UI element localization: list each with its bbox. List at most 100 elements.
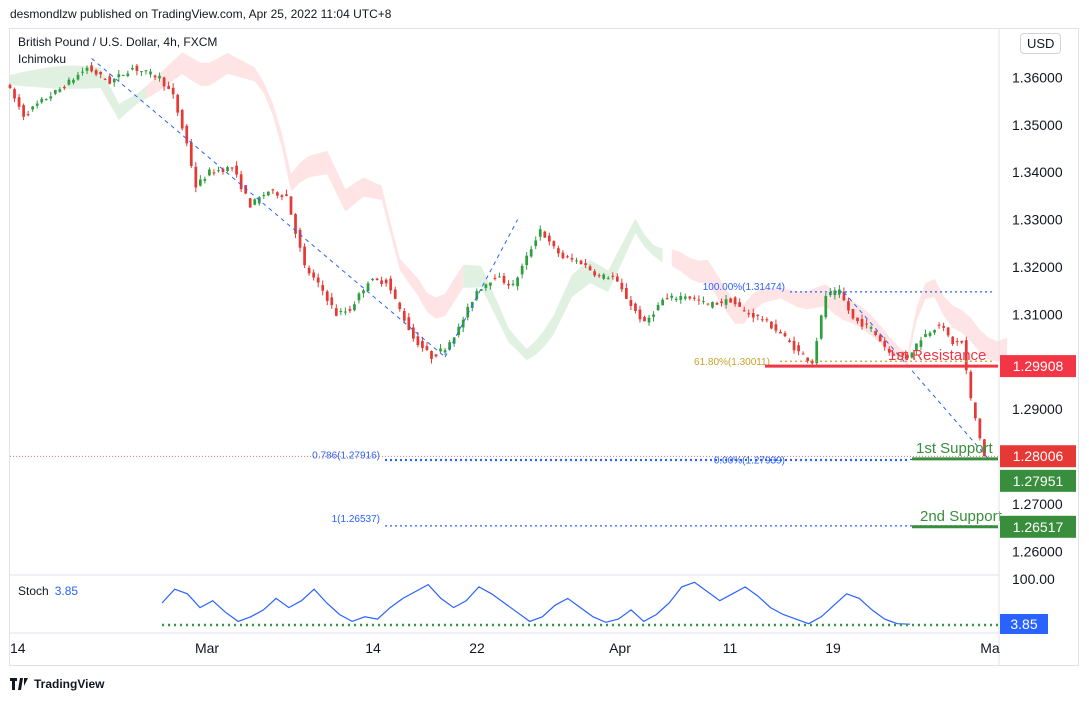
candle-body	[271, 189, 275, 191]
candle-body	[140, 71, 143, 73]
candle-body	[842, 291, 846, 301]
candle-body	[348, 309, 352, 311]
candle-body	[561, 252, 565, 259]
candle-body	[498, 276, 501, 278]
candle-body	[162, 77, 166, 87]
candle-body	[325, 291, 329, 301]
level-badge-2	[1000, 515, 1076, 538]
candle-body	[67, 79, 71, 85]
candle-body	[801, 353, 805, 355]
fib-label-0: 100.00%(1.31474)	[703, 282, 785, 293]
symbol-title: British Pound / U.S. Dollar, 4h, FXCM	[18, 35, 218, 49]
trend-line-1	[91, 58, 446, 358]
candle-body	[742, 310, 746, 312]
candle-body	[656, 305, 660, 311]
candle-body	[905, 354, 909, 359]
candle-body	[303, 246, 306, 266]
candle-body	[126, 73, 130, 77]
candle-body	[330, 297, 334, 306]
stoch-axis-label: 100.00	[1012, 571, 1055, 587]
candle-body	[679, 295, 683, 300]
candle-body	[910, 352, 914, 358]
candle-body	[416, 336, 420, 346]
currency-button[interactable]: USD	[1020, 33, 1062, 54]
footer-brand[interactable]: TradingView	[10, 677, 104, 691]
candle-body	[31, 106, 35, 110]
candle-body	[230, 167, 234, 169]
candle-body	[951, 336, 955, 345]
candle-body	[978, 418, 982, 439]
candle-body	[334, 308, 338, 316]
tradingview-logo-icon	[10, 678, 28, 690]
candle-body	[312, 272, 316, 278]
candle-body	[516, 277, 519, 287]
candle-body	[171, 87, 175, 95]
candle-body	[810, 360, 814, 364]
candle-body	[112, 78, 116, 83]
candle-body	[307, 267, 311, 274]
level-label-1: 1st Support	[916, 440, 994, 457]
candle-body	[869, 327, 873, 329]
candle-body	[208, 169, 211, 176]
candle-body	[729, 298, 732, 303]
candle-body	[389, 278, 393, 291]
candle-body	[529, 249, 533, 257]
candle-body	[239, 174, 243, 190]
candle-body	[316, 277, 320, 283]
candle-body	[883, 340, 887, 347]
candle-body	[547, 235, 551, 242]
candle-body	[103, 78, 107, 80]
candle-body	[235, 165, 238, 175]
candle-body	[72, 79, 75, 83]
candle-body	[584, 263, 587, 266]
candle-body	[692, 297, 696, 299]
candle-body	[955, 341, 959, 343]
fib-label-4: 1(1.26537)	[332, 514, 380, 525]
candle-body	[588, 266, 592, 271]
candle-body	[534, 240, 538, 246]
candle-body	[185, 125, 189, 144]
candle-body	[964, 340, 968, 371]
candle-body	[461, 319, 465, 328]
candle-body	[724, 299, 728, 305]
candle-body	[697, 299, 701, 301]
indicator-name: Ichimoku	[18, 52, 67, 66]
candle-body	[792, 340, 796, 351]
candle-body	[828, 292, 832, 296]
candle-body	[13, 89, 16, 99]
candle-body	[398, 302, 402, 309]
candle-body	[194, 166, 198, 188]
candle-body	[121, 74, 125, 76]
time-tick: Mar	[195, 640, 219, 656]
candle-body	[615, 276, 619, 282]
candle-body	[434, 354, 438, 357]
candle-body	[402, 311, 406, 321]
candle-body	[557, 248, 560, 254]
candle-body	[244, 185, 248, 194]
trend-line-2	[444, 219, 519, 358]
price-tick: 1.29000	[1012, 401, 1063, 417]
candle-body	[99, 71, 103, 75]
candle-body	[715, 302, 719, 305]
stochastic-panel: 100.00 3.85	[9, 571, 1055, 634]
candle-body	[339, 311, 343, 313]
ichimoku-cloud	[10, 52, 1008, 365]
candle-body	[942, 325, 945, 328]
candle-body	[289, 196, 293, 215]
fib-label-1: 61.80%(1.30011)	[694, 357, 770, 368]
candle-body	[969, 371, 973, 399]
candle-body	[919, 340, 923, 347]
footer-brand-label: TradingView	[34, 677, 105, 691]
price-tick: 1.35000	[1012, 117, 1063, 133]
candle-body	[824, 295, 828, 318]
candle-body	[665, 298, 669, 300]
level-label-0: 1st Resistance	[888, 347, 986, 364]
candle-body	[344, 311, 347, 313]
candle-body	[384, 279, 388, 284]
candle-body	[493, 277, 497, 280]
price-axis: 1.36000 1.35000 1.34000 1.33000 1.32000 1.310…	[998, 28, 1063, 665]
candle-body	[901, 352, 905, 356]
candle-body	[366, 283, 370, 292]
stoch-line	[161, 581, 911, 625]
